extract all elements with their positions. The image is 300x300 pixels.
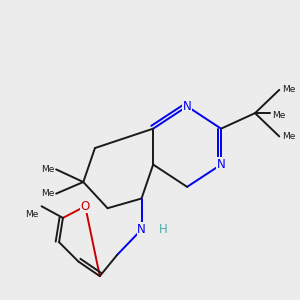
Text: N: N xyxy=(137,223,146,236)
Text: O: O xyxy=(81,200,90,213)
Text: N: N xyxy=(183,100,191,113)
Text: Me: Me xyxy=(282,85,296,94)
Text: H: H xyxy=(158,223,167,236)
Text: Me: Me xyxy=(41,189,54,198)
Text: N: N xyxy=(217,158,225,171)
Text: Me: Me xyxy=(25,209,39,218)
Text: Me: Me xyxy=(282,132,296,141)
Text: Me: Me xyxy=(41,165,54,174)
Text: Me: Me xyxy=(272,111,286,120)
